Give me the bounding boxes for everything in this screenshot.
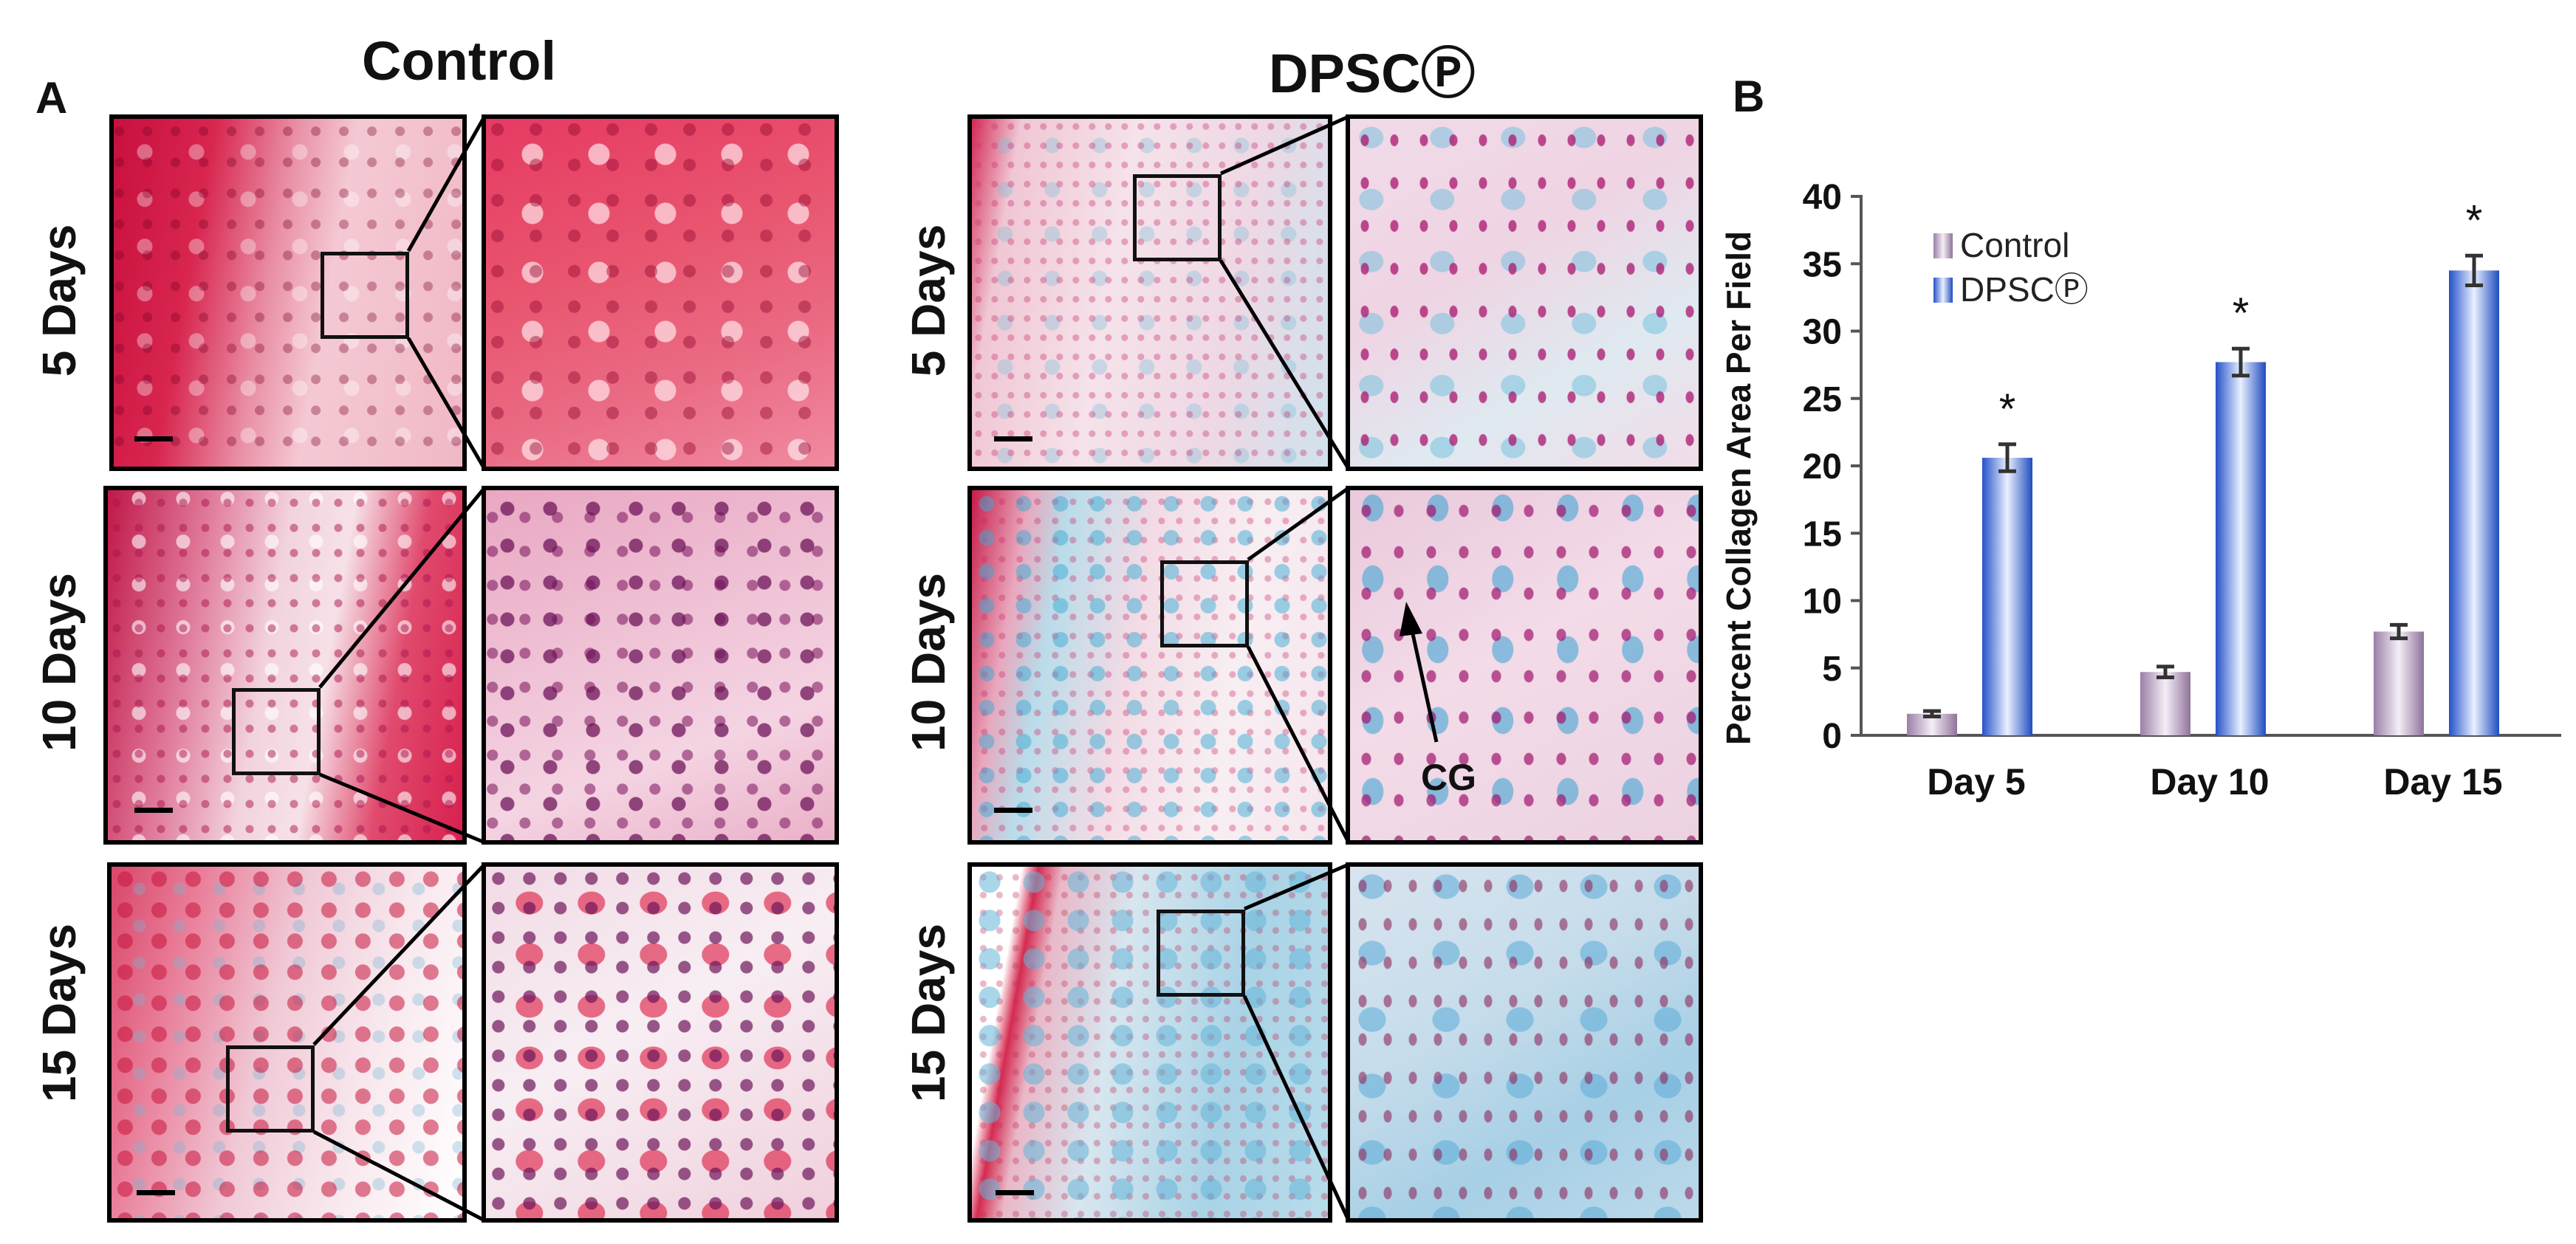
error-bar <box>1998 442 2016 473</box>
error-bar <box>2390 622 2408 641</box>
y-tick-label: 0 <box>1822 717 1842 756</box>
y-tick-label: 5 <box>1822 650 1842 689</box>
zoom-region-box <box>321 252 409 339</box>
panel-b-letter: B <box>1733 72 1765 121</box>
y-tick-label: 25 <box>1803 380 1842 419</box>
control-bar <box>2140 672 2190 735</box>
y-tick-label: 40 <box>1803 178 1842 217</box>
y-tick-label: 15 <box>1803 515 1842 554</box>
x-tick-label: Day 5 <box>1927 761 2025 803</box>
control-10-days-zoom-image <box>482 486 839 845</box>
dpsc-5-days-zoom-image <box>1346 114 1703 471</box>
x-tick-label: Day 10 <box>2150 761 2269 803</box>
dpsc-column-title: DPSCⓅ <box>1269 43 1476 104</box>
zoom-region-box <box>1157 910 1245 997</box>
x-tick-label: Day 15 <box>2383 761 2502 803</box>
zoom-region-box <box>232 688 321 775</box>
control-bar <box>2374 631 2424 735</box>
control-10-days-overview-image <box>103 486 467 845</box>
scale-bar <box>134 808 173 813</box>
scale-bar <box>994 808 1032 813</box>
panel-a-letter: A <box>35 73 68 123</box>
zoom-region-box <box>1160 560 1249 647</box>
y-axis-label: Percent Collagen Area Per Field <box>1719 231 1758 745</box>
error-bar <box>2465 253 2483 287</box>
dpsc-5-days-overview-image <box>967 114 1332 471</box>
y-tick-label: 20 <box>1803 447 1842 487</box>
scale-bar <box>134 436 173 441</box>
error-bar <box>1923 709 1941 718</box>
error-bar <box>2157 664 2174 680</box>
dpsc-bar <box>1982 458 2032 735</box>
zoom-region-box <box>1133 174 1222 261</box>
dpsc-bar <box>2449 270 2499 735</box>
legend-swatch-dpsc <box>1933 278 1953 303</box>
dpsc-15-days-zoom-image <box>1346 862 1703 1223</box>
collagen-arrow-label: CG <box>1421 757 1476 798</box>
significance-star: * <box>2233 289 2250 337</box>
y-tick-label: 30 <box>1803 313 1842 352</box>
control-15-days-zoom-image <box>482 862 839 1223</box>
dpsc-10-days-zoom-image: CG <box>1346 486 1703 845</box>
y-tick-label: 10 <box>1803 583 1842 622</box>
legend-label-dpsc: DPSCⓅ <box>1960 270 2089 309</box>
control-column-title: Control <box>362 30 557 92</box>
scale-bar <box>137 1190 175 1195</box>
significance-star: * <box>1999 385 2016 433</box>
scale-bar <box>994 436 1032 441</box>
scale-bar <box>996 1190 1034 1195</box>
significance-star: * <box>2466 196 2483 244</box>
collagen-arrow <box>1400 602 1439 743</box>
legend-swatch-control <box>1933 233 1953 258</box>
legend-label-control: Control <box>1960 226 2069 264</box>
control-15-days-overview-image <box>107 862 467 1223</box>
dpsc-15-days-overview-image <box>967 862 1332 1223</box>
zoom-region-box <box>226 1045 315 1133</box>
y-tick-label: 35 <box>1803 245 1842 284</box>
dpsc-bar <box>2216 362 2266 735</box>
dpsc-10-days-overview-image <box>967 486 1332 845</box>
control-5-days-zoom-image <box>482 114 839 471</box>
error-bar <box>2232 346 2250 378</box>
control-5-days-overview-image <box>109 114 467 471</box>
